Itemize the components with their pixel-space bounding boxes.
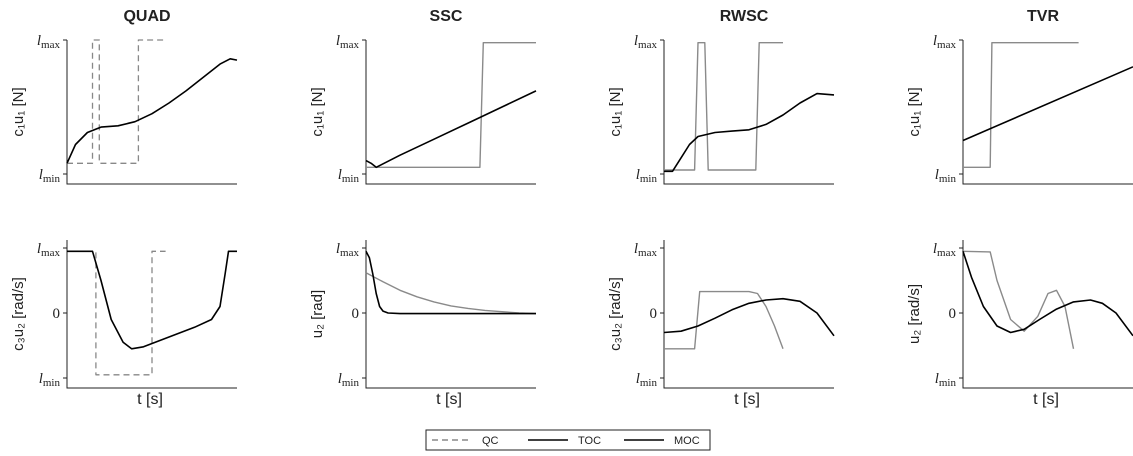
panel-rwsc-top: RWSC lmax lmin c₁u₁ [N]	[607, 8, 835, 185]
y-axis-label: c₁u₁ [N]	[607, 87, 624, 136]
legend: QC TOC MOC	[425, 429, 711, 451]
panel-ssc-bottom: lmax 0 lmin u₂ [rad] t [s]	[309, 240, 537, 408]
x-axis-label: t [s]	[137, 391, 163, 408]
series-toc-line	[66, 58, 238, 164]
axis-spines	[66, 40, 237, 185]
y-tick-label: lmax	[336, 33, 360, 51]
axis-spines	[66, 240, 237, 389]
y-tick-label: 0	[650, 306, 658, 322]
y-tick-label: lmin	[39, 167, 61, 185]
panel-title: RWSC	[720, 8, 769, 25]
x-axis-label: t [s]	[436, 391, 462, 408]
y-axis-label: u₂ [rad]	[309, 290, 326, 338]
y-tick-label: 0	[352, 306, 360, 322]
y-tick-label: lmax	[37, 241, 61, 259]
y-tick-label: 0	[53, 306, 61, 322]
y-tick-label: lmin	[935, 167, 957, 185]
x-axis-label: t [s]	[1033, 391, 1059, 408]
series-moc-line	[962, 250, 1075, 349]
y-tick-label: lmin	[636, 371, 658, 389]
panel-ssc-top: SSC lmax lmin c₁u₁ [N]	[309, 8, 537, 185]
axis-spines	[365, 240, 536, 389]
panel-title: SSC	[430, 8, 463, 25]
y-tick-label: lmax	[933, 33, 957, 51]
y-axis-label: c₁u₁ [N]	[309, 87, 326, 136]
legend-label-moc: MOC	[674, 435, 700, 447]
series-moc-line	[664, 290, 784, 350]
series-toc-line	[962, 251, 1133, 337]
x-axis-label: t [s]	[734, 391, 760, 408]
series-moc-line	[365, 272, 537, 315]
series-moc-line	[366, 42, 536, 168]
panel-title: QUAD	[123, 8, 170, 25]
panel-quad-top: QUAD lmax lmin c₁u₁ [N]	[10, 8, 238, 185]
y-tick-label: lmin	[935, 371, 957, 389]
y-tick-label: lmin	[39, 371, 61, 389]
y-axis-label: u₂ [rad/s]	[906, 284, 923, 344]
y-tick-label: lmin	[338, 167, 360, 185]
series-toc-line	[664, 92, 835, 173]
y-tick-label: lmax	[37, 33, 61, 51]
axis-spines	[962, 40, 1133, 185]
series-qc-line	[67, 39, 166, 164]
series-qc-line	[67, 250, 166, 376]
y-tick-label: lmax	[634, 33, 658, 51]
panel-title: TVR	[1027, 8, 1059, 25]
panel-tvr-bottom: lmax 0 lmin u₂ [rad/s] t [s]	[906, 240, 1133, 408]
y-axis-label: c₁u₁ [N]	[906, 87, 923, 136]
axis-spines	[365, 40, 536, 185]
y-axis-label: c₁u₁ [N]	[10, 87, 27, 136]
y-tick-label: lmin	[338, 371, 360, 389]
series-moc-line	[963, 42, 1079, 168]
axis-spines	[663, 240, 834, 389]
y-tick-label: 0	[949, 306, 957, 322]
y-axis-label: c₃u₂ [rad/s]	[607, 277, 624, 351]
axis-spines	[962, 240, 1133, 389]
y-tick-label: lmax	[336, 241, 360, 259]
series-toc-line	[365, 90, 537, 169]
legend-label-toc: TOC	[578, 435, 601, 447]
panel-quad-bottom: lmax 0 lmin c₃u₂ [rad/s] t [s]	[10, 240, 237, 408]
series-toc-line	[962, 66, 1133, 142]
series-toc-line	[67, 250, 237, 350]
series-moc-line	[664, 42, 783, 171]
panel-rwsc-bottom: lmax 0 lmin c₃u₂ [rad/s] t [s]	[607, 240, 835, 408]
y-axis-label: c₃u₂ [rad/s]	[10, 277, 27, 351]
legend-label-qc: QC	[482, 435, 499, 447]
series-toc-line	[663, 297, 835, 337]
series-toc-line	[365, 250, 536, 315]
panel-tvr-top: TVR lmax lmin c₁u₁ [N]	[906, 8, 1133, 185]
y-tick-label: lmax	[933, 241, 957, 259]
y-tick-label: lmin	[636, 167, 658, 185]
y-tick-label: lmax	[634, 241, 658, 259]
axis-spines	[663, 40, 834, 185]
